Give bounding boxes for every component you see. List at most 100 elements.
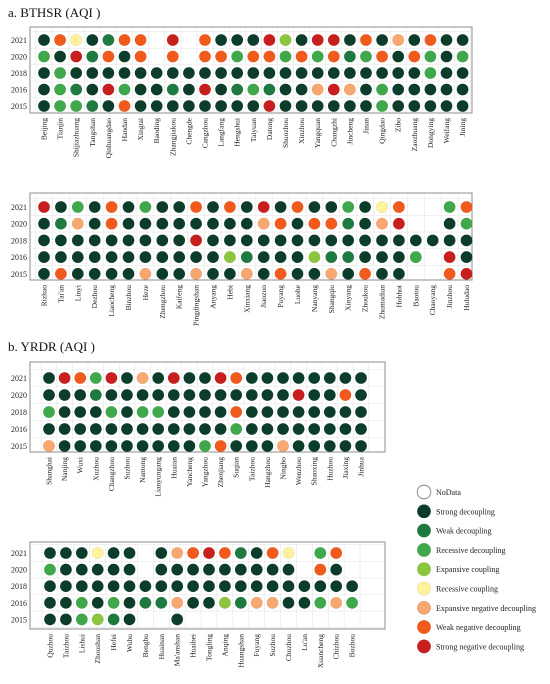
decoupling-cell [74,389,87,402]
decoupling-cell [325,217,338,230]
city-label: Hefei [109,634,118,651]
city-label: Binzhou [124,285,133,311]
decoupling-cell [136,389,149,402]
year-label: 2021 [11,549,27,558]
city-label: Yangzhou [201,457,210,487]
decoupling-cell [424,34,437,47]
city-label: Jinzhou [445,285,454,309]
decoupling-cell [234,580,247,593]
decoupling-cell [107,580,120,593]
decoupling-cell [245,406,258,419]
decoupling-cell [426,234,439,247]
city-label: Chengde [184,117,193,144]
decoupling-cell [247,34,260,47]
decoupling-cell [215,83,228,96]
decoupling-cell [150,83,163,96]
decoupling-cell [314,580,327,593]
decoupling-cell [277,372,290,385]
legend-label: NoData [436,488,461,497]
decoupling-cell [240,251,253,264]
decoupling-cell [230,372,243,385]
decoupling-cell [274,217,287,230]
decoupling-cell [91,563,104,576]
decoupling-cell [70,83,83,96]
decoupling-cell [261,372,274,385]
decoupling-cell [343,50,356,63]
decoupling-cell [277,423,290,436]
decoupling-cell [392,99,405,112]
decoupling-cell [139,596,152,609]
decoupling-cell [376,251,389,264]
decoupling-cell [38,34,51,47]
decoupling-cell [38,200,51,213]
decoupling-cell [150,66,163,79]
legend-label: Strong decoupling [436,507,495,516]
decoupling-cell [71,234,84,247]
decoupling-cell [392,251,405,264]
city-label: Anyang [209,285,218,309]
city-label: Jinan [362,118,371,134]
decoupling-cell [279,34,292,47]
decoupling-cell [343,66,356,79]
decoupling-cell [86,99,99,112]
decoupling-cell [282,580,295,593]
decoupling-cell [376,217,389,230]
decoupling-cell [215,34,228,47]
decoupling-cell [323,440,336,453]
decoupling-cell [308,423,321,436]
decoupling-cell [198,389,211,402]
decoupling-cell [198,99,211,112]
decoupling-cell [166,83,179,96]
decoupling-cell [376,83,389,96]
decoupling-cell [266,596,279,609]
decoupling-cell [443,234,456,247]
decoupling-cell [308,200,321,213]
decoupling-cell [75,547,88,560]
city-label: Xuzhou [91,457,100,481]
decoupling-cell [44,547,57,560]
decoupling-cell [314,563,327,576]
decoupling-cell [460,217,473,230]
legend-label: Weak negative decoupling [436,623,521,632]
decoupling-cell [198,66,211,79]
city-label: Wuxi [76,457,85,473]
decoupling-cell [134,34,147,47]
decoupling-cell [323,423,336,436]
decoupling-cell [343,34,356,47]
decoupling-cell [155,580,168,593]
decoupling-cell [291,217,304,230]
legend-label: Expansive coupling [436,565,499,574]
decoupling-cell [198,406,211,419]
decoupling-cell [360,66,373,79]
city-label: Xingtai [136,118,145,141]
decoupling-cell [274,234,287,247]
city-label: Suzhou [123,457,132,480]
decoupling-cell [311,83,324,96]
legend-swatch [417,523,432,538]
decoupling-cell [311,99,324,112]
decoupling-cell [408,66,421,79]
decoupling-cell [214,372,227,385]
decoupling-cell [86,66,99,79]
decoupling-cell [245,389,258,402]
decoupling-cell [279,83,292,96]
city-label: Liaocheng [107,285,116,317]
decoupling-cell [376,66,389,79]
decoupling-cell [277,440,290,453]
city-label: Shanghai [45,457,54,485]
decoupling-cell [88,200,101,213]
decoupling-cell [291,200,304,213]
decoupling-cell [206,267,219,280]
decoupling-cell [75,613,88,626]
decoupling-cell [59,563,72,576]
decoupling-cell [156,200,169,213]
decoupling-cell [139,580,152,593]
decoupling-cell [263,34,276,47]
decoupling-cell [325,251,338,264]
decoupling-cell [295,34,308,47]
decoupling-cell [187,596,200,609]
decoupling-cell [245,423,258,436]
decoupling-cell [102,99,115,112]
decoupling-cell [120,440,133,453]
